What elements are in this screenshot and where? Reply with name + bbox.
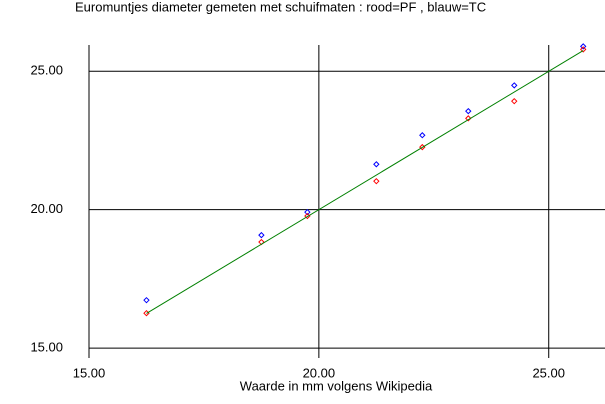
x-axis-label: Waarde in mm volgens Wikipedia <box>240 378 433 393</box>
data-point <box>304 208 311 216</box>
data-point <box>465 107 472 115</box>
data-point <box>143 296 150 304</box>
data-point <box>580 46 587 53</box>
data-point <box>419 132 426 139</box>
x-tick-label: 15.00 <box>73 365 106 380</box>
y-tick-label: 15.00 <box>30 340 63 355</box>
data-point <box>511 97 518 105</box>
fit-line <box>146 50 584 314</box>
chart-title: Euromuntjes diameter gemeten met schuifm… <box>75 0 486 14</box>
y-tick-label: 20.00 <box>30 201 63 216</box>
x-tick-label: 25.00 <box>532 365 565 380</box>
data-point <box>373 177 380 185</box>
data-point <box>258 231 265 239</box>
y-tick-label: 25.00 <box>30 63 63 78</box>
data-point <box>580 43 587 50</box>
data-point <box>511 82 518 89</box>
data-point <box>465 115 472 122</box>
data-point <box>373 161 380 168</box>
x-tick-label: 20.00 <box>303 365 336 380</box>
